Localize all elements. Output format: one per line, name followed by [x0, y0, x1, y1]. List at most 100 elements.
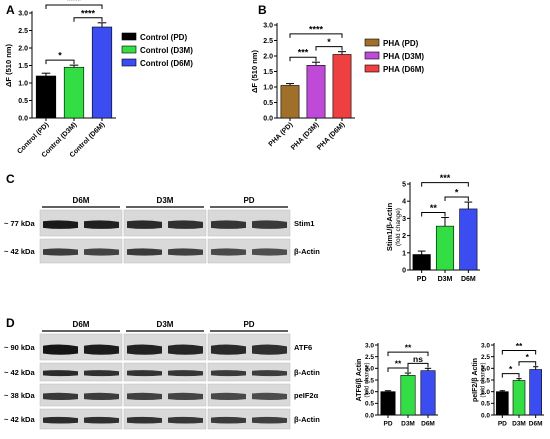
b-bar	[332, 54, 352, 119]
d-atf6-y-tick-label: 2.0	[365, 366, 374, 373]
c-protein-label: β-Actin	[294, 247, 320, 256]
d-peif2a-bar	[496, 391, 509, 416]
blot-d: D6M D3M PD ~ 90 kDa ATF6 ~ 42 kDa β-Actin ~ 38 …	[4, 320, 320, 430]
d-atf6-significance-bracket	[387, 367, 409, 372]
d-blot-band	[168, 370, 203, 377]
d-atf6-y-label-sub: (fold change)	[365, 362, 371, 397]
d-peif2a-y-tick-label: 3.0	[481, 342, 490, 349]
c-y-tick-label: 4	[402, 199, 406, 206]
d-atf6-significance-label: **	[395, 359, 402, 369]
d-kda-label: ~ 90 kDa	[4, 343, 35, 352]
d-blot-strip	[207, 408, 291, 430]
d-blot-band	[252, 416, 287, 424]
c-blot-band	[211, 248, 246, 256]
d-blot-band	[211, 392, 246, 401]
b-legend-swatch	[364, 64, 380, 73]
d-atf6-y-tick-label: 1.0	[365, 389, 374, 396]
c-group-label: D3M	[157, 196, 174, 205]
c-x-tick-label: PD	[417, 276, 427, 283]
c-y-tick-label: 3	[402, 216, 406, 223]
d-blot-band	[43, 344, 78, 355]
d-blot-strip	[207, 362, 291, 382]
d-atf6-significance-bracket	[407, 362, 429, 368]
a-y-tick-label: 1.0	[18, 80, 28, 87]
c-group-label: PD	[243, 196, 254, 205]
b-y-label: ΔF (510 nm)	[250, 50, 259, 93]
c-bar	[459, 208, 478, 271]
c-x-tick-label: D3M	[438, 276, 453, 283]
a-significance-label: *	[58, 51, 62, 61]
b-significance-label: *	[327, 37, 331, 47]
c-significance-bracket	[444, 196, 469, 202]
c-blot-band	[127, 220, 162, 229]
blot-c: D6M D3M PD ~ 77 kDa Stim1 ~ 42 kDa β-Actin	[4, 196, 320, 264]
a-bar	[35, 75, 57, 119]
panel-letter-d: D	[6, 316, 15, 330]
c-significance-bracket	[421, 182, 469, 187]
d-blot-band	[211, 416, 246, 424]
c-blot-band	[168, 248, 203, 256]
d-peif2a-x-tick-label: PD	[498, 421, 507, 428]
b-bar	[306, 65, 326, 119]
d-peif2a-y-tick-label: 0.0	[481, 412, 490, 419]
b-y-tick-label: 0.5	[263, 100, 273, 107]
d-blot-band	[84, 416, 119, 424]
d-atf6-y-tick-label: 0.5	[365, 401, 374, 408]
c-significance-label: ***	[440, 173, 451, 183]
a-significance-bracket	[73, 17, 103, 22]
c-x-tick-label: D6M	[461, 276, 476, 283]
b-x-tick-label: PHA (PD)	[268, 121, 295, 148]
panel-letter-a: A	[6, 3, 15, 17]
c-blot-band	[211, 220, 246, 229]
d-peif2a-y-tick-label: 0.5	[481, 401, 490, 408]
d-blot-band	[127, 392, 162, 401]
a-legend-label: Control (PD)	[140, 33, 187, 42]
panel-letter-b: B	[258, 3, 267, 17]
d-blot-strip	[207, 383, 291, 407]
d-atf6-x-tick-label: PD	[383, 421, 392, 428]
d-group-label: PD	[243, 320, 254, 329]
b-y-tick-label: 1.0	[263, 84, 273, 91]
c-significance-label: **	[430, 203, 438, 213]
c-blot-band	[84, 248, 119, 256]
d-blot-band	[127, 416, 162, 424]
a-y-tick-label: 2.5	[18, 28, 28, 35]
d-peif2a-y-tick-label: 1.5	[481, 377, 490, 384]
a-y-tick-label: 0.5	[18, 98, 28, 105]
a-y-tick-label: 3.0	[18, 10, 28, 17]
d-blot-strip	[39, 383, 123, 407]
a-y-tick-label: 0.0	[18, 115, 28, 122]
d-peif2a-x-tick-label: D3M	[512, 421, 526, 428]
d-blot-strip	[39, 408, 123, 430]
d-peif2a-y-tick-label: 2.0	[481, 366, 490, 373]
d-peif2a-bar	[512, 380, 526, 416]
b-y-tick-label: 2.0	[263, 53, 273, 60]
d-atf6-significance-bracket	[387, 351, 429, 357]
c-y-label: Stim1/β-Actin	[385, 202, 394, 251]
d-atf6-bar	[420, 370, 436, 416]
d-peif2a-significance-label: *	[509, 364, 513, 374]
d-blot-band	[252, 344, 287, 355]
d-peif2a-significance-label: **	[516, 341, 523, 351]
b-y-tick-label: 0.0	[263, 115, 273, 122]
b-y-tick-label: 2.5	[263, 38, 273, 45]
a-significance-bracket	[45, 59, 75, 65]
d-blot-strip	[123, 362, 207, 382]
d-peif2a-significance-bracket	[518, 361, 537, 366]
chart-b: 0.0 0.5 1.0 1.5 2.0 2.5 3.0 ΔF (510 nm) PHA (PD)…	[250, 22, 424, 151]
chart-a: 0.0 0.5 1.0 1.5 2.0 2.5 3.0 ΔF (510 nm) Control …	[4, 0, 193, 159]
a-bar	[91, 26, 113, 119]
c-group-label: D6M	[73, 196, 90, 205]
a-legend-label: Control (D6M)	[140, 59, 193, 68]
b-x-tick-label: PHA (D6M)	[316, 121, 346, 151]
d-kda-label: ~ 38 kDa	[4, 391, 35, 400]
c-y-tick-label: 1	[402, 250, 406, 257]
chart-d-atf6: 0.0 0.5 1.0 1.5 2.0 2.5 3.0 ATF6/β Actin (fold c…	[356, 342, 438, 428]
c-blot-band	[252, 220, 287, 229]
d-peif2a-y-label-sub: (fold change)	[481, 362, 487, 397]
c-blot-band	[84, 220, 119, 229]
d-atf6-x-tick-label: D3M	[401, 421, 415, 428]
c-blot-band	[127, 248, 162, 256]
b-y-tick-label: 3.0	[263, 22, 273, 29]
d-peif2a-x-tick-label: D6M	[529, 421, 543, 428]
